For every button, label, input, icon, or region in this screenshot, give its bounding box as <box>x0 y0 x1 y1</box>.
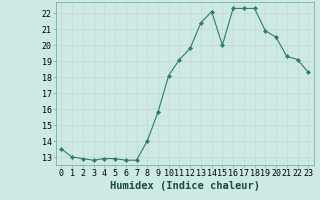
X-axis label: Humidex (Indice chaleur): Humidex (Indice chaleur) <box>110 181 260 191</box>
